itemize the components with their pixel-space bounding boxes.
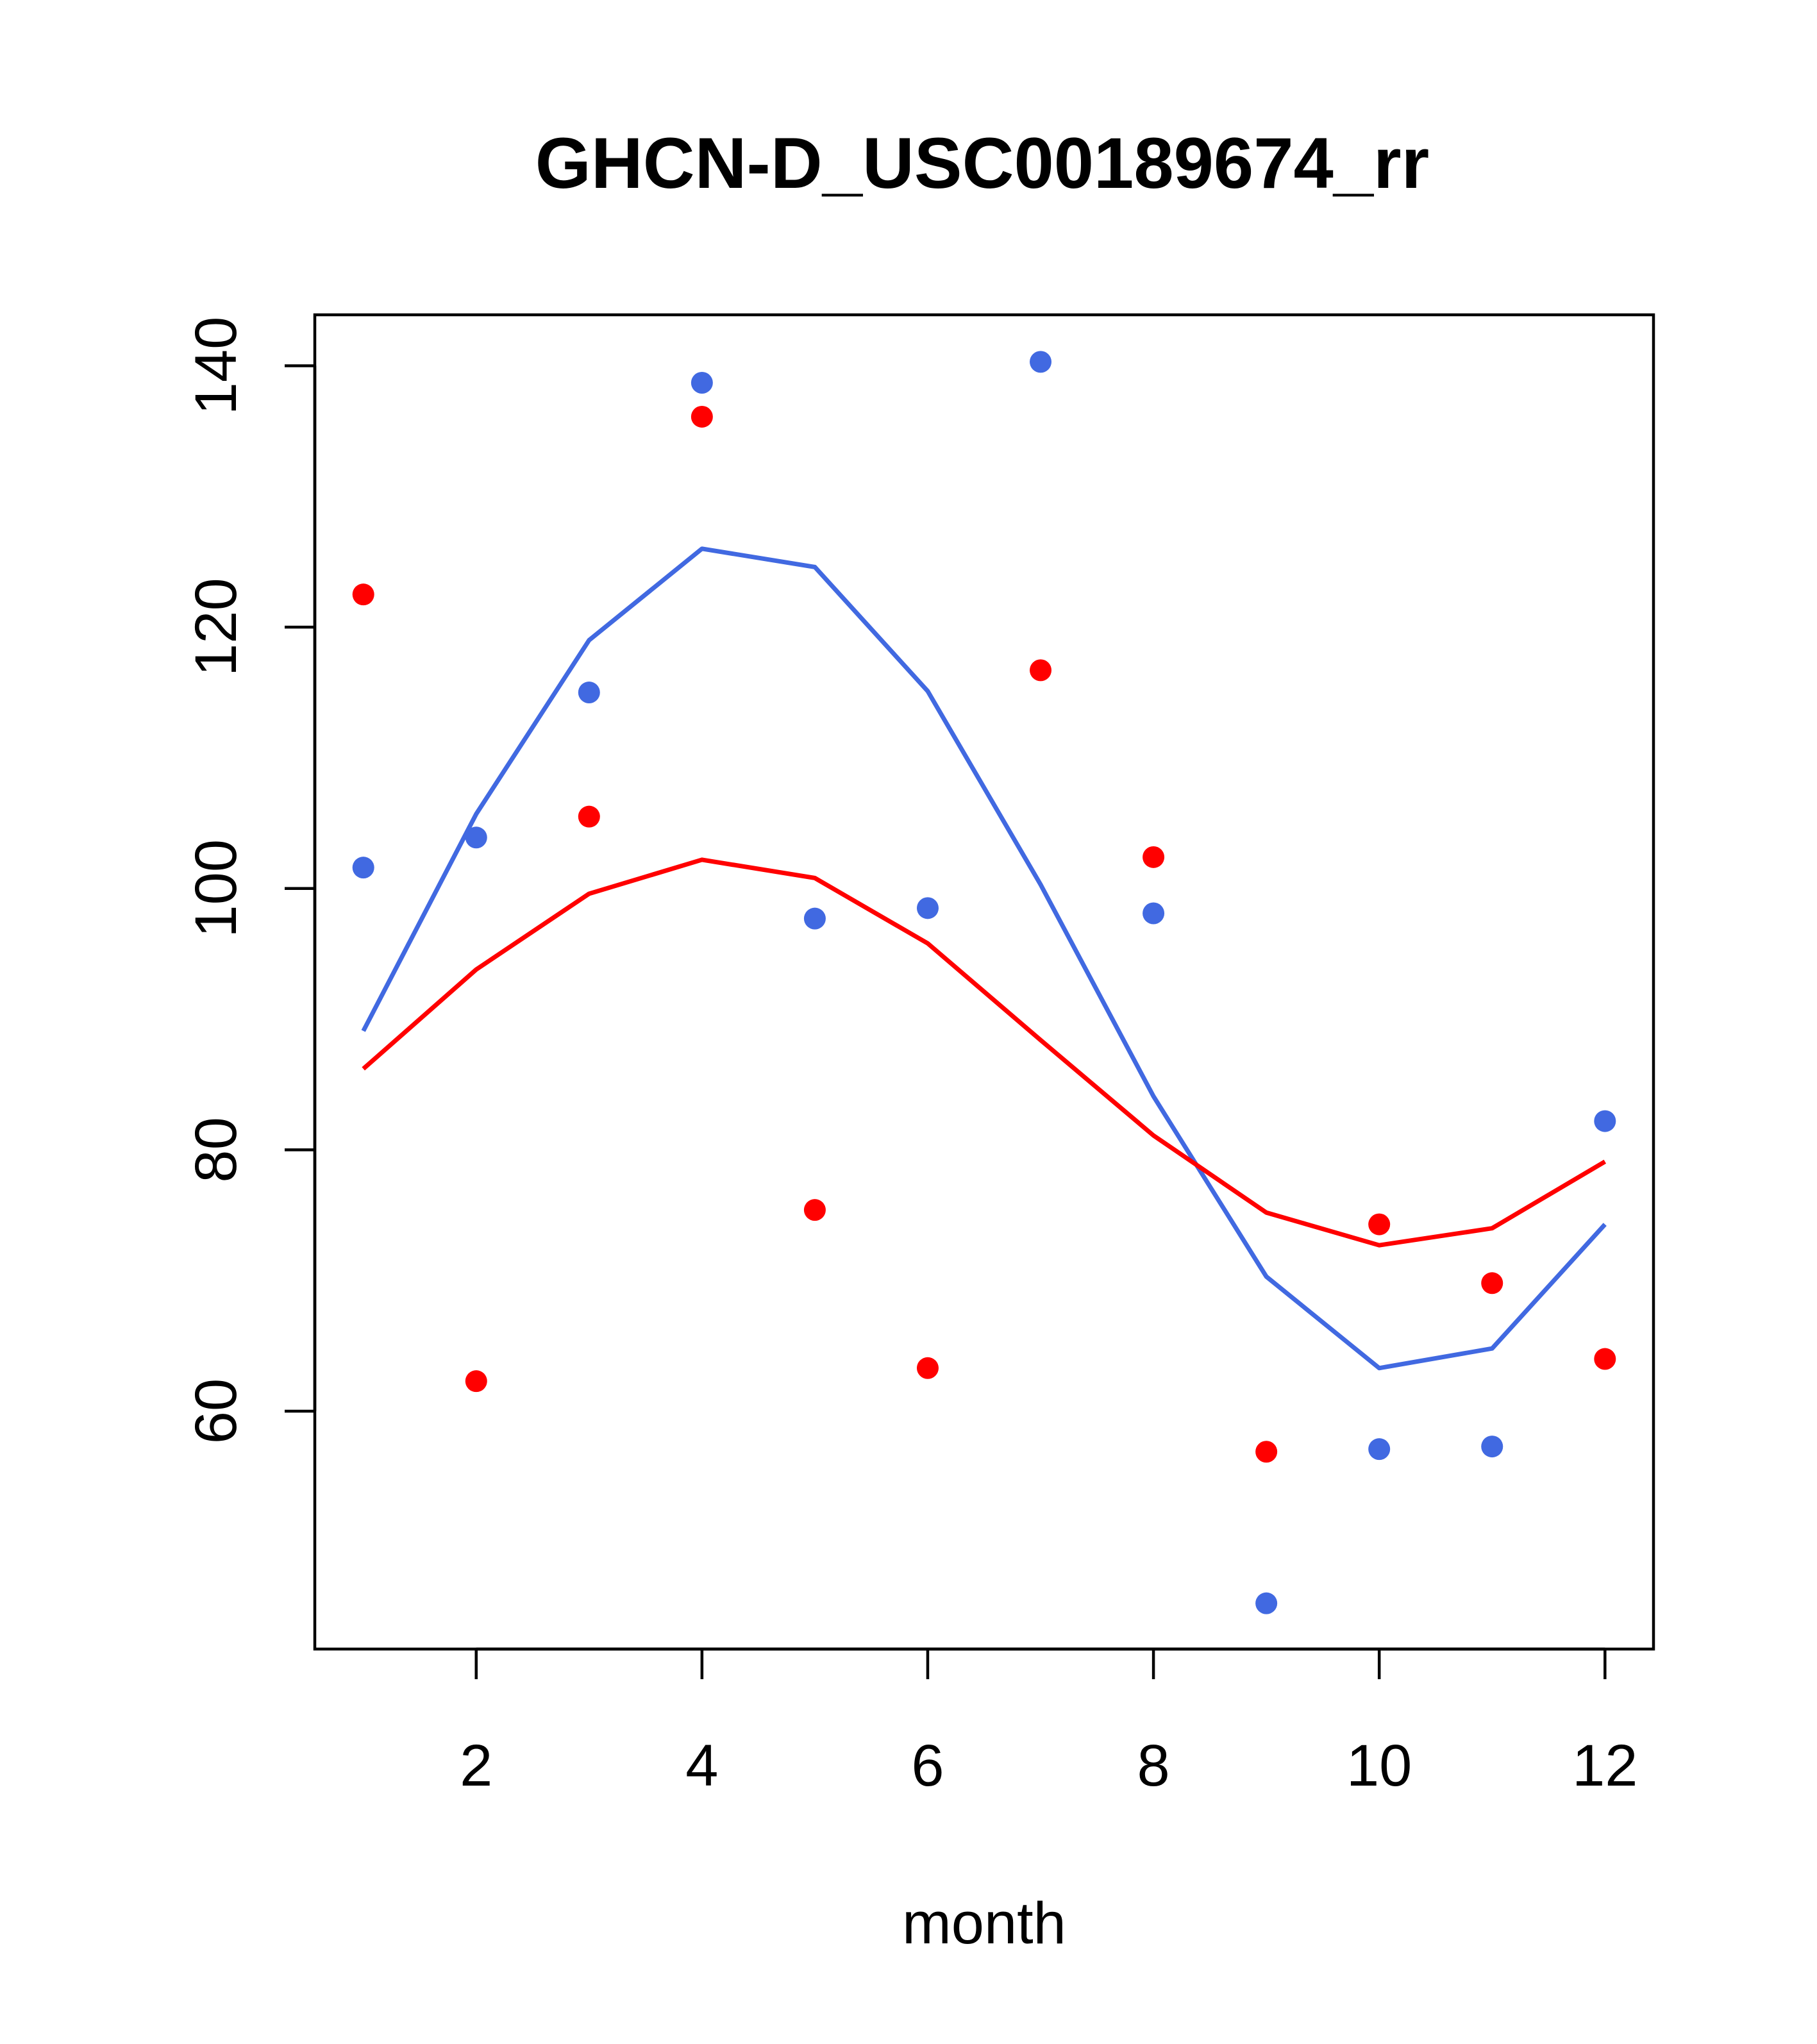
red-point-point (803, 1199, 826, 1221)
red-fit-line (362, 857, 1607, 1248)
y-tick-label: 60 (183, 1378, 249, 1444)
red-point-point (1255, 1441, 1278, 1463)
y-tick-label: 80 (183, 1117, 249, 1182)
blue-point-point (1481, 1436, 1503, 1458)
data-points (352, 351, 1616, 1614)
red-point-point (465, 1370, 487, 1393)
red-point-point (691, 405, 713, 428)
blue-point-point (1143, 902, 1165, 925)
red-point-point (1368, 1213, 1391, 1236)
red-point-point (916, 1357, 939, 1379)
blue-point-point (803, 907, 826, 930)
blue-fit-line (361, 546, 1607, 1371)
red-point-point (1481, 1272, 1503, 1294)
red-point-point (352, 583, 374, 606)
x-tick-label: 8 (1137, 1733, 1169, 1798)
red-point-point (1030, 659, 1052, 682)
plot-frame (313, 313, 1655, 1651)
y-axis: 60 80 100 120 140 (183, 317, 317, 1444)
y-tick-label: 120 (183, 578, 249, 676)
x-tick-label: 4 (685, 1733, 718, 1798)
red-point-point (578, 805, 600, 828)
x-tick-label: 12 (1572, 1733, 1637, 1798)
y-tick-label: 100 (183, 839, 249, 938)
chart-title: GHCN-D_USC00189674_rr (535, 123, 1429, 203)
fit-lines (361, 546, 1607, 1371)
x-tick-label: 10 (1346, 1733, 1412, 1798)
x-tick-label: 6 (911, 1733, 944, 1798)
blue-point-point (1030, 351, 1052, 373)
x-axis-label: month (902, 1891, 1066, 1956)
blue-point-point (916, 897, 939, 919)
blue-point-point (1255, 1592, 1278, 1614)
red-point-point (1143, 846, 1165, 868)
blue-point-point (578, 682, 600, 704)
blue-point-point (352, 857, 374, 879)
blue-point-point (465, 826, 487, 849)
red-point-point (1594, 1348, 1616, 1370)
y-tick-label: 140 (183, 317, 249, 415)
x-axis: 2 4 6 8 10 12 (460, 1647, 1637, 1798)
blue-point-point (691, 371, 713, 394)
blue-point-point (1368, 1438, 1391, 1461)
x-tick-label: 2 (460, 1733, 492, 1798)
blue-point-point (1594, 1110, 1616, 1132)
